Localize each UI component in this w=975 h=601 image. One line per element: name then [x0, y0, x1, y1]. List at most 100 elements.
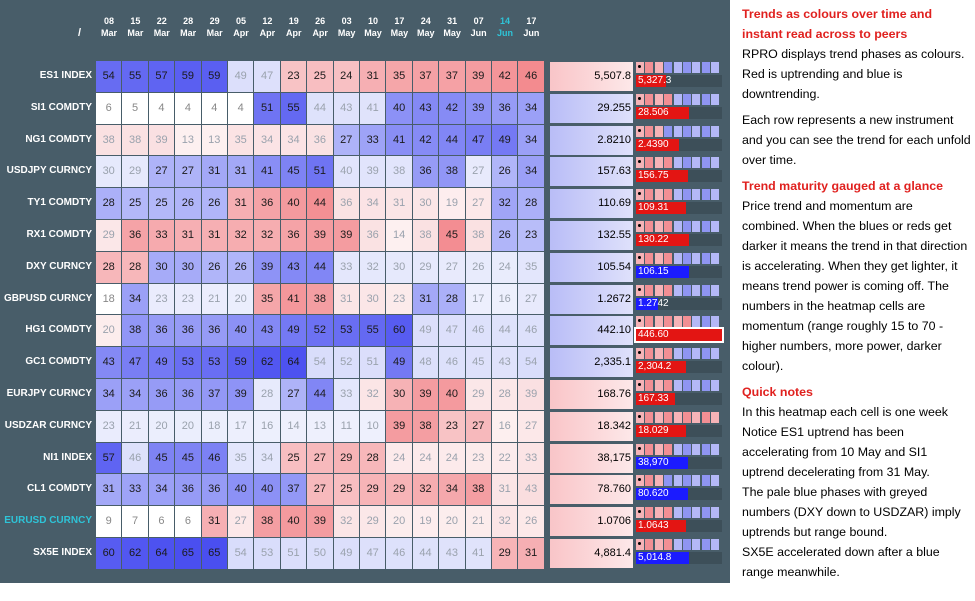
heatmap-cell[interactable]: 57	[96, 442, 122, 474]
heatmap-cell[interactable]: 29	[360, 474, 386, 506]
heatmap-cell[interactable]: 36	[175, 379, 201, 410]
heatmap-cell[interactable]: 31	[175, 220, 201, 251]
heatmap-cell[interactable]: 49	[412, 315, 439, 347]
heatmap-cell[interactable]: 26	[201, 251, 227, 283]
heatmap-cell[interactable]: 33	[122, 474, 148, 506]
heatmap-cell[interactable]: 54	[307, 347, 333, 378]
heatmap-cell[interactable]: 59	[228, 347, 254, 378]
heatmap-cell[interactable]: 39	[148, 124, 175, 156]
heatmap-cell[interactable]: 36	[148, 315, 175, 347]
heatmap-cell[interactable]: 27	[518, 283, 544, 315]
heatmap-cell[interactable]: 39	[228, 379, 254, 410]
heatmap-cell[interactable]: 38	[412, 220, 439, 251]
row-label[interactable]: USDJPY CURNCY	[6, 165, 92, 177]
heatmap-cell[interactable]: 40	[386, 92, 412, 124]
heatmap-cell[interactable]: 31	[492, 474, 518, 506]
heatmap-cell[interactable]: 40	[228, 315, 254, 347]
heatmap-cell[interactable]: 44	[307, 379, 333, 410]
row-label[interactable]: GBPUSD CURNCY	[4, 292, 93, 304]
heatmap-cell[interactable]: 28	[96, 188, 122, 219]
heatmap-cell[interactable]: 36	[175, 315, 201, 347]
heatmap-cell[interactable]: 39	[360, 156, 386, 188]
heatmap-cell[interactable]: 20	[96, 315, 122, 347]
heatmap-cell[interactable]: 17	[465, 283, 491, 315]
heatmap-cell[interactable]: 44	[307, 92, 333, 124]
row-label[interactable]: CL1 COMDTY	[27, 483, 92, 495]
heatmap-cell[interactable]: 49	[333, 538, 359, 569]
heatmap-cell[interactable]: 43	[492, 347, 518, 378]
heatmap-cell[interactable]: 13	[307, 410, 333, 442]
row-label[interactable]: NI1 INDEX	[43, 451, 92, 463]
heatmap-cell[interactable]: 27	[518, 410, 544, 442]
heatmap-cell[interactable]: 38	[386, 156, 412, 188]
heatmap-cell[interactable]: 20	[148, 410, 175, 442]
heatmap-cell[interactable]: 51	[280, 538, 307, 569]
heatmap-cell[interactable]: 28	[122, 251, 148, 283]
heatmap-cell[interactable]: 45	[148, 442, 175, 474]
heatmap-cell[interactable]: 38	[412, 410, 439, 442]
heatmap-cell[interactable]: 31	[228, 156, 254, 188]
heatmap-cell[interactable]: 33	[148, 220, 175, 251]
heatmap-cell[interactable]: 31	[201, 220, 227, 251]
heatmap-cell[interactable]: 20	[228, 283, 254, 315]
heatmap-cell[interactable]: 27	[333, 124, 359, 156]
heatmap-cell[interactable]: 44	[439, 124, 465, 156]
heatmap-cell[interactable]: 36	[254, 188, 280, 219]
heatmap-cell[interactable]: 20	[175, 410, 201, 442]
heatmap-cell[interactable]: 51	[254, 92, 280, 124]
heatmap-cell[interactable]: 23	[386, 283, 412, 315]
heatmap-cell[interactable]: 32	[360, 379, 386, 410]
heatmap-cell[interactable]: 32	[333, 506, 359, 537]
heatmap-cell[interactable]: 27	[465, 410, 491, 442]
heatmap-cell[interactable]: 25	[122, 188, 148, 219]
heatmap-cell[interactable]: 23	[465, 442, 491, 474]
heatmap-cell[interactable]: 35	[518, 251, 544, 283]
heatmap-cell[interactable]: 16	[492, 283, 518, 315]
heatmap-cell[interactable]: 27	[307, 442, 333, 474]
heatmap-cell[interactable]: 30	[360, 283, 386, 315]
heatmap-cell[interactable]: 14	[280, 410, 307, 442]
heatmap-cell[interactable]: 39	[412, 379, 439, 410]
heatmap-cell[interactable]: 47	[254, 61, 280, 92]
heatmap-cell[interactable]: 45	[465, 347, 491, 378]
heatmap-cell[interactable]: 39	[465, 92, 491, 124]
heatmap-cell[interactable]: 55	[360, 315, 386, 347]
heatmap-cell[interactable]: 36	[492, 92, 518, 124]
heatmap-cell[interactable]: 45	[439, 220, 465, 251]
heatmap-cell[interactable]: 34	[122, 379, 148, 410]
heatmap-cell[interactable]: 42	[439, 92, 465, 124]
heatmap-cell[interactable]: 38	[439, 156, 465, 188]
heatmap-cell[interactable]: 36	[360, 220, 386, 251]
heatmap-cell[interactable]: 26	[175, 188, 201, 219]
heatmap-cell[interactable]: 11	[333, 410, 359, 442]
heatmap-cell[interactable]: 44	[492, 315, 518, 347]
heatmap-cell[interactable]: 59	[175, 61, 201, 92]
heatmap-cell[interactable]: 30	[386, 379, 412, 410]
heatmap-cell[interactable]: 38	[465, 220, 491, 251]
heatmap-cell[interactable]: 24	[439, 442, 465, 474]
heatmap-cell[interactable]: 29	[492, 538, 518, 569]
heatmap-cell[interactable]: 29	[96, 220, 122, 251]
heatmap-cell[interactable]: 34	[254, 124, 280, 156]
heatmap-cell[interactable]: 45	[280, 156, 307, 188]
heatmap-cell[interactable]: 41	[386, 124, 412, 156]
heatmap-cell[interactable]: 39	[518, 379, 544, 410]
heatmap-cell[interactable]: 7	[122, 506, 148, 537]
heatmap-cell[interactable]: 4	[175, 92, 201, 124]
heatmap-cell[interactable]: 43	[333, 92, 359, 124]
heatmap-cell[interactable]: 44	[307, 188, 333, 219]
heatmap-cell[interactable]: 34	[518, 156, 544, 188]
heatmap-cell[interactable]: 23	[148, 283, 175, 315]
heatmap-cell[interactable]: 49	[492, 124, 518, 156]
heatmap-cell[interactable]: 28	[492, 379, 518, 410]
heatmap-cell[interactable]: 47	[122, 347, 148, 378]
heatmap-cell[interactable]: 26	[492, 156, 518, 188]
heatmap-cell[interactable]: 16	[492, 410, 518, 442]
heatmap-cell[interactable]: 38	[254, 506, 280, 537]
heatmap-cell[interactable]: 32	[360, 251, 386, 283]
heatmap-cell[interactable]: 35	[228, 442, 254, 474]
heatmap-cell[interactable]: 64	[148, 538, 175, 569]
heatmap-cell[interactable]: 39	[465, 61, 491, 92]
heatmap-cell[interactable]: 49	[386, 347, 412, 378]
heatmap-cell[interactable]: 38	[307, 283, 333, 315]
